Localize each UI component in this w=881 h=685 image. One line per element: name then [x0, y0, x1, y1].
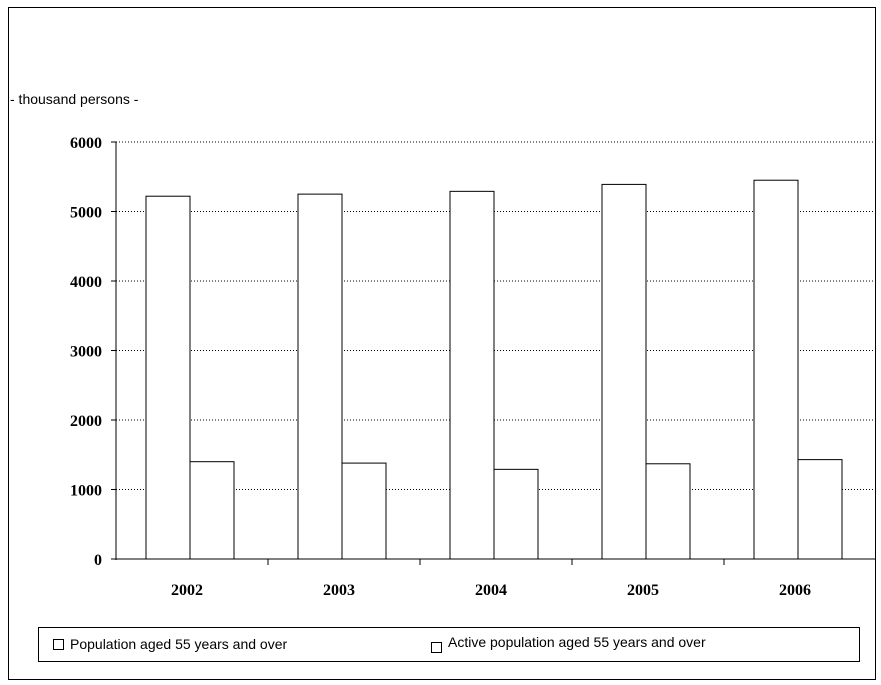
x-tick-label: 2004 — [475, 582, 507, 599]
y-tick-label: 4000 — [70, 274, 102, 291]
unit-label: - thousand persons - — [10, 91, 139, 107]
y-tick-label: 0 — [94, 552, 102, 569]
bar-population-2005 — [601, 183, 647, 560]
y-tick-label: 6000 — [70, 135, 102, 152]
x-tick-label: 2005 — [627, 582, 659, 599]
bar-active-population-2002 — [189, 461, 235, 560]
bar-active-population-2004 — [493, 468, 539, 560]
legend-swatch-active-population — [431, 642, 442, 653]
y-tick-label: 1000 — [70, 483, 102, 500]
bar-active-population-2005 — [645, 463, 691, 560]
legend-item-active-population: Active population aged 55 years and over — [431, 633, 706, 653]
legend-label-active-population: Active population aged 55 years and over — [448, 633, 706, 650]
bar-population-2003 — [297, 193, 343, 560]
legend-swatch-population — [53, 638, 64, 650]
bar-active-population-2006 — [797, 459, 843, 560]
bar-population-2006 — [753, 179, 799, 560]
y-tick-label: 3000 — [70, 344, 102, 361]
bar-active-population-2003 — [341, 462, 387, 560]
legend-label-population: Population aged 55 years and over — [70, 636, 288, 652]
bar-population-2004 — [449, 190, 495, 560]
legend-item-population: Population aged 55 years and over — [53, 636, 287, 652]
y-tick-label: 5000 — [70, 205, 102, 222]
bar-population-2002 — [145, 195, 191, 560]
x-tick-label: 2006 — [779, 582, 811, 599]
x-tick-label: 2003 — [323, 582, 355, 599]
y-tick-label: 2000 — [70, 413, 102, 430]
x-tick-label: 2002 — [171, 582, 203, 599]
legend: Population aged 55 years and over Active… — [38, 627, 860, 662]
